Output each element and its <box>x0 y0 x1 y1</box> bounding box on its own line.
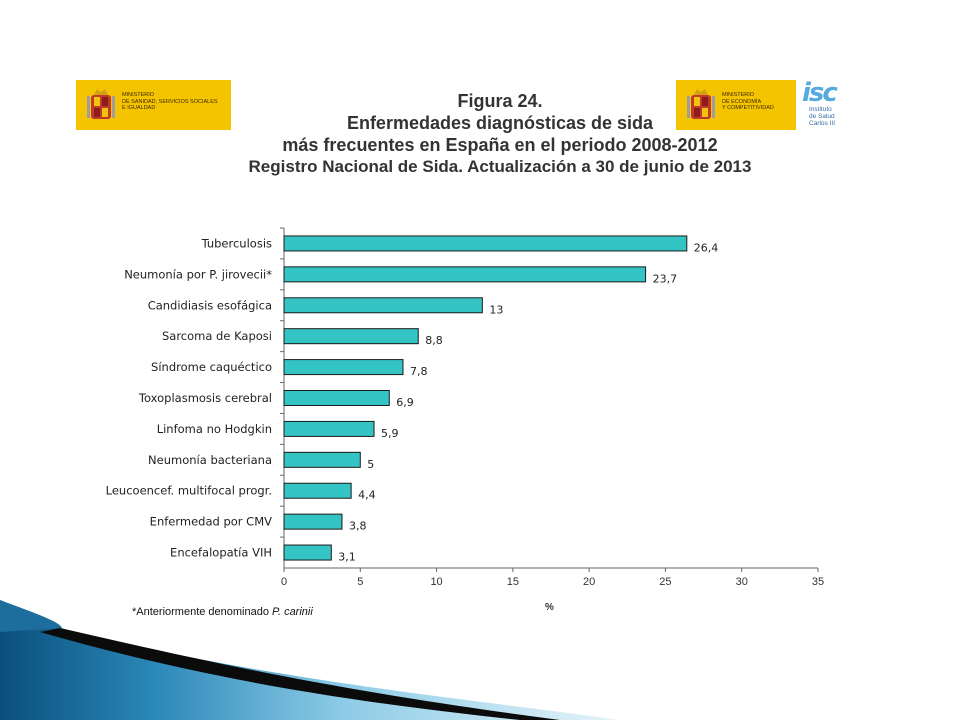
title-line-1: Figura 24. <box>457 91 543 111</box>
ministry-economy-text: MINISTERIO DE ECONOMÍA Y COMPETITIVIDAD <box>722 92 774 111</box>
footnote-italic: P. carinii <box>272 606 313 618</box>
data-label: 13 <box>489 303 503 316</box>
category-label: Linfoma no Hodgkin <box>157 422 272 436</box>
bar <box>283 328 419 345</box>
ministry-economy-logo: MINISTERIO DE ECONOMÍA Y COMPETITIVIDAD <box>676 80 796 130</box>
category-label: Síndrome caquéctico <box>151 360 272 374</box>
data-label: 3,8 <box>349 520 367 533</box>
bar <box>283 235 688 252</box>
x-tick-label: 15 <box>507 576 519 588</box>
title-line-2: Enfermedades diagnósticas de sida <box>346 113 654 133</box>
x-tick-label: 5 <box>357 576 363 588</box>
category-label: Neumonía bacteriana <box>148 453 272 467</box>
bar <box>283 297 483 314</box>
title-line-3: más frecuentes en España en el periodo 2… <box>282 135 718 155</box>
category-label: Tuberculosis <box>201 236 272 250</box>
footnote: *Anteriormente denominado P. carinii <box>132 606 313 618</box>
bar <box>283 544 332 561</box>
category-label: Toxoplasmosis cerebral <box>138 391 272 405</box>
data-label: 4,4 <box>358 489 376 502</box>
category-label: Sarcoma de Kaposi <box>162 329 272 343</box>
bar <box>283 420 375 437</box>
bar <box>283 359 404 376</box>
footnote-text: *Anteriormente denominado <box>132 606 273 618</box>
bar <box>283 482 352 499</box>
x-tick-label: 0 <box>281 576 287 588</box>
x-axis-label: % <box>545 602 554 613</box>
data-label: 3,1 <box>338 551 356 564</box>
x-tick-label: 30 <box>736 576 748 588</box>
x-tick-label: 20 <box>583 576 595 588</box>
bar <box>283 451 361 468</box>
isciii-logo: isc Instituto de Salud Carlos III <box>802 78 862 134</box>
category-label: Neumonía por P. jirovecii* <box>124 267 272 281</box>
data-label: 5 <box>367 458 374 471</box>
title-line-4: Registro Nacional de Sida. Actualización… <box>248 157 752 176</box>
x-tick-label: 35 <box>812 576 824 588</box>
category-label: Candidiasis esofágica <box>148 298 272 312</box>
data-label: 5,9 <box>381 427 399 440</box>
bar <box>283 390 390 406</box>
data-label: 8,8 <box>425 334 443 347</box>
coat-of-arms-icon <box>687 89 715 119</box>
category-label: Leucoencef. multifocal progr. <box>106 484 272 498</box>
data-label: 23,7 <box>653 272 678 285</box>
category-label: Encefalopatía VIH <box>170 546 272 560</box>
data-label: 26,4 <box>694 241 719 254</box>
coat-of-arms-icon <box>87 89 115 119</box>
bar <box>283 266 647 283</box>
ministry-health-text: MINISTERIO DE SANIDAD, SERVICIOS SOCIALE… <box>122 92 218 111</box>
isciii-text: Instituto de Salud Carlos III <box>809 106 836 127</box>
chart-title: Figura 24. Enfermedades diagnósticas de … <box>240 90 760 178</box>
ministry-health-logo: MINISTERIO DE SANIDAD, SERVICIOS SOCIALE… <box>76 80 231 130</box>
category-label: Enfermedad por CMV <box>150 515 272 529</box>
x-tick-label: 10 <box>430 576 442 588</box>
data-label: 6,9 <box>396 396 414 409</box>
isciii-mark: isc <box>802 78 838 108</box>
bar <box>283 513 343 530</box>
x-tick-label: 25 <box>659 576 671 588</box>
data-label: 7,8 <box>410 365 428 378</box>
